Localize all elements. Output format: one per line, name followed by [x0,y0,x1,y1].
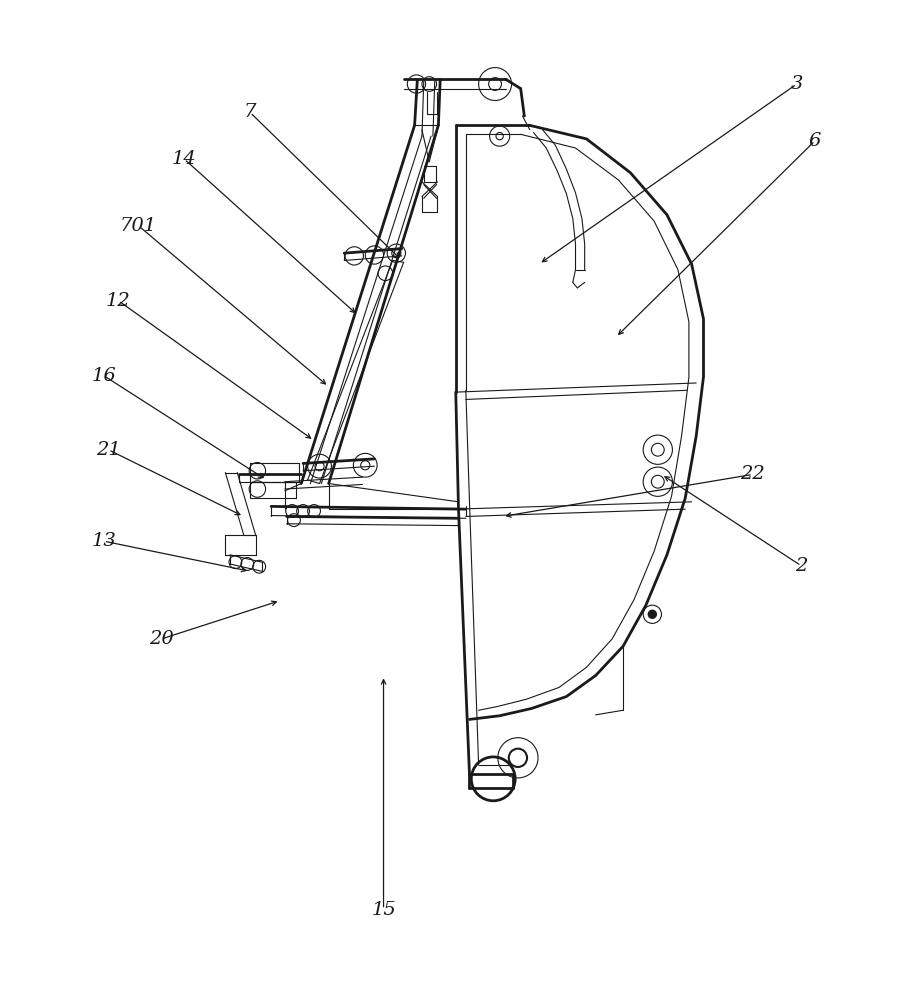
Text: 7: 7 [244,103,256,121]
Text: 22: 22 [741,465,766,483]
Text: 15: 15 [371,901,396,919]
Text: 12: 12 [106,292,131,310]
Text: 3: 3 [790,75,803,93]
Text: 14: 14 [171,150,196,168]
Circle shape [648,611,656,618]
Text: 2: 2 [795,557,808,575]
Text: 6: 6 [809,132,822,150]
Text: 20: 20 [149,630,173,648]
Text: 16: 16 [92,367,116,385]
Text: 13: 13 [92,532,116,550]
Text: 701: 701 [120,217,157,235]
Text: 21: 21 [96,441,121,459]
